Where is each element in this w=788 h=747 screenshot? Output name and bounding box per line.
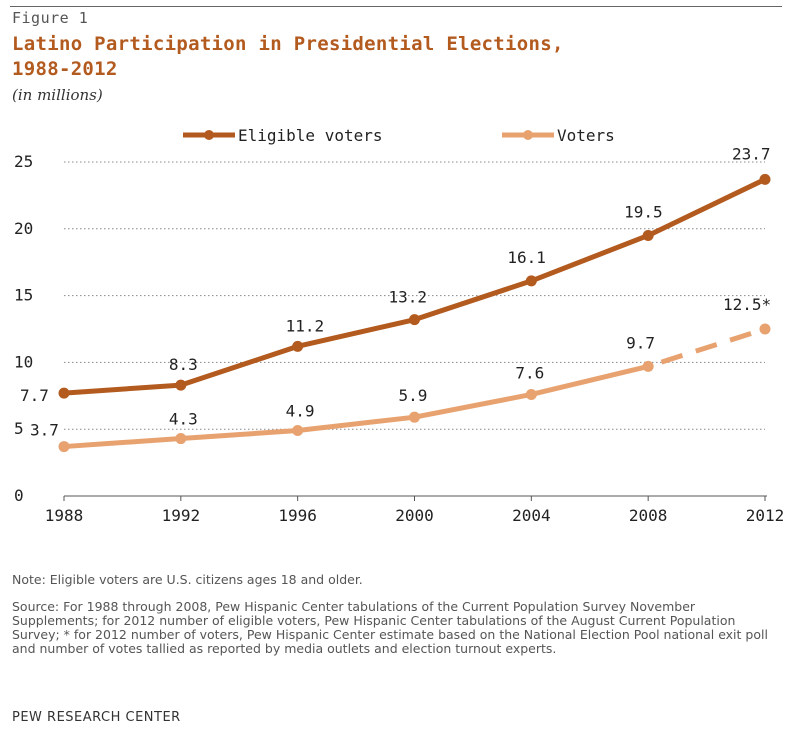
line-chart: 0 5 10 15 20 25 1988 1992 1996 2000 2004 2008 2012 El… <box>14 126 785 525</box>
data-label-1-1992: 4.3 <box>169 410 198 429</box>
data-point-0-1988 <box>58 387 70 399</box>
y-tick-label-10: 10 <box>14 352 33 371</box>
data-label-1-1996: 4.9 <box>286 402 315 421</box>
data-label-0-2004: 16.1 <box>507 248 546 267</box>
series-dashed-segment-1 <box>647 326 766 369</box>
data-point-0-1992 <box>175 379 187 391</box>
legend-label-1: Voters <box>557 126 615 145</box>
legend-label-0: Eligible voters <box>238 126 383 145</box>
data-point-1-1996 <box>292 425 304 437</box>
data-point-0-2008 <box>642 229 654 241</box>
data-label-1-2000: 5.9 <box>399 386 428 405</box>
chart-title-line-2: 1988-2012 <box>12 58 118 80</box>
figure-label: Figure 1 <box>12 9 89 27</box>
data-label-0-1996: 11.2 <box>286 316 325 335</box>
data-point-0-2000 <box>409 314 420 326</box>
x-tick-label-2000: 2000 <box>395 506 434 525</box>
data-label-1-2012: 12.5* <box>723 295 771 314</box>
data-label-0-1988: 7.7 <box>20 386 49 405</box>
data-point-1-2000 <box>409 411 420 423</box>
y-tick-label-0: 0 <box>14 486 24 505</box>
data-label-1-2008: 9.7 <box>626 333 655 352</box>
top-rule <box>10 6 782 7</box>
data-label-1-1988: 3.7 <box>30 421 59 440</box>
data-label-0-2012: 23.7 <box>732 144 771 163</box>
x-tick-label-1992: 1992 <box>162 506 201 525</box>
series-line-1 <box>61 363 651 450</box>
organization-name: PEW RESEARCH CENTER <box>12 710 181 725</box>
data-label-0-2008: 19.5 <box>624 202 663 221</box>
data-point-0-2004 <box>525 275 537 287</box>
data-label-0-1992: 8.3 <box>169 355 198 374</box>
data-point-1-2004 <box>525 388 537 400</box>
data-point-0-2012 <box>759 173 771 185</box>
data-label-0-2000: 13.2 <box>389 288 428 307</box>
y-tick-label-25: 25 <box>14 152 33 171</box>
data-label-1-2004: 7.6 <box>515 363 544 382</box>
legend-marker-0 <box>204 130 214 140</box>
y-tick-label-15: 15 <box>14 286 33 305</box>
data-point-1-1988 <box>58 441 70 453</box>
data-point-1-1992 <box>175 433 187 445</box>
y-tick-label-20: 20 <box>14 219 33 238</box>
y-tick-label-5: 5 <box>14 419 24 438</box>
x-tick-label-2008: 2008 <box>629 506 668 525</box>
chart-title: Latino Participation in Presidential Ele… <box>12 32 712 82</box>
x-tick-label-2004: 2004 <box>512 506 551 525</box>
data-point-1-2008 <box>642 360 654 372</box>
data-point-1-2012 <box>759 323 771 335</box>
chart-source: Source: For 1988 through 2008, Pew Hispa… <box>12 599 768 656</box>
chart-note: Note: Eligible voters are U.S. citizens … <box>12 572 363 587</box>
legend-marker-1 <box>523 130 533 140</box>
x-tick-label-1988: 1988 <box>45 506 84 525</box>
data-point-0-1996 <box>292 340 304 352</box>
chart-title-line-1: Latino Participation in Presidential Ele… <box>12 33 564 55</box>
chart-subtitle: (in millions) <box>12 86 103 104</box>
x-tick-label-1996: 1996 <box>278 506 317 525</box>
x-tick-label-2012: 2012 <box>746 506 785 525</box>
